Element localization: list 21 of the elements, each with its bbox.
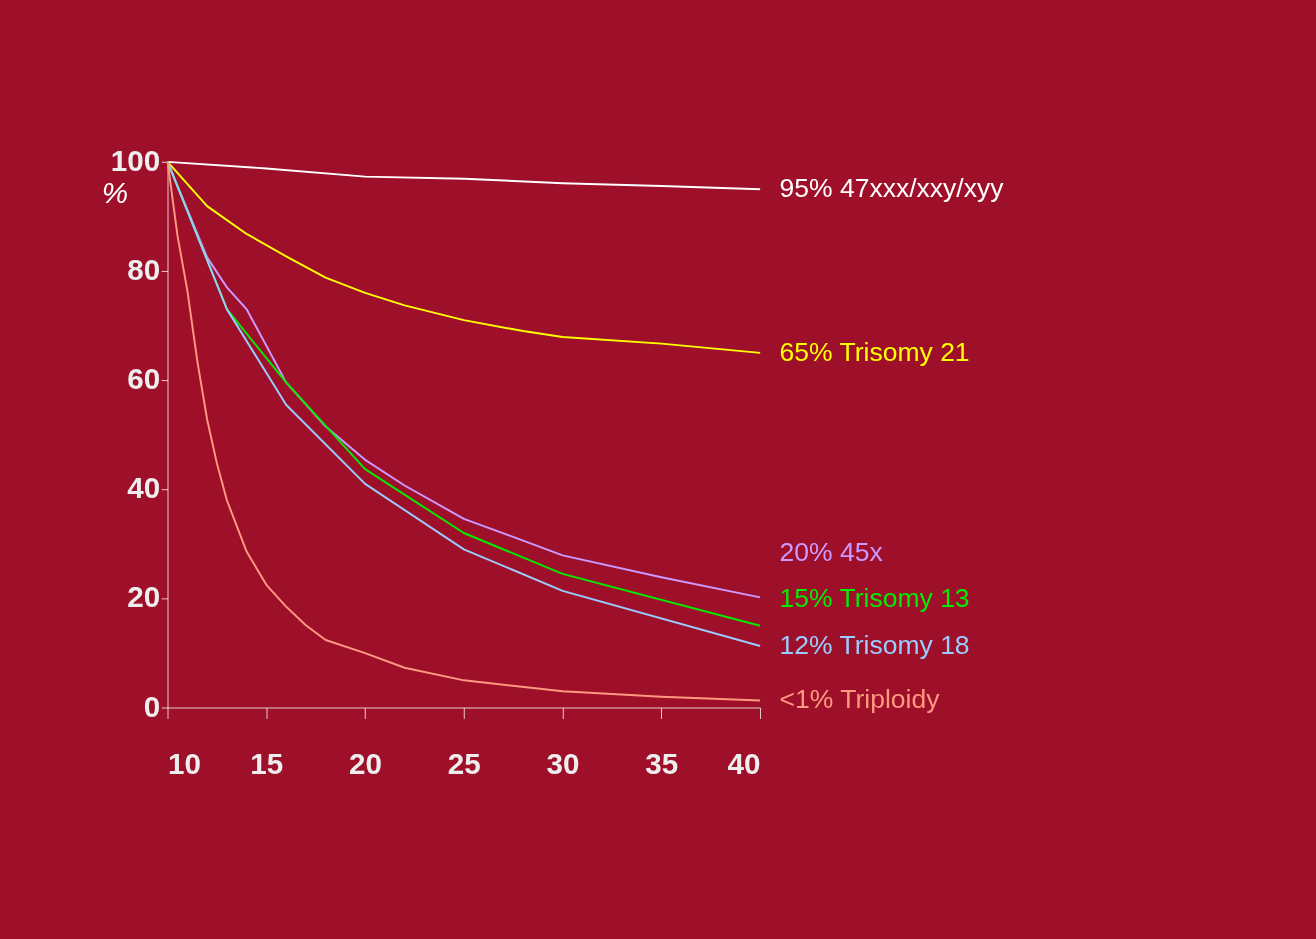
x-tick-label: 30 xyxy=(546,746,580,780)
y-tick-label: 20 xyxy=(127,580,161,614)
y-tick-label: 80 xyxy=(127,253,161,286)
series-label: 20% 45x xyxy=(779,536,883,567)
x-tick-label: 35 xyxy=(645,746,679,780)
y-tick-label: 60 xyxy=(127,362,161,396)
series-label: 12% Trisomy 18 xyxy=(779,629,970,660)
series-label: <1% Triploidy xyxy=(779,684,941,715)
series-label: 65% Trisomy 21 xyxy=(779,336,970,367)
series-label: 95% 47xxx/xxy/xyy xyxy=(779,172,1005,203)
y-axis-title: % xyxy=(101,175,129,209)
x-tick-label: 10 xyxy=(168,746,201,780)
x-tick-label: 25 xyxy=(447,746,481,780)
line-series xyxy=(166,160,762,354)
x-tick-label: 20 xyxy=(349,746,382,780)
x-tick-label: 40 xyxy=(727,746,761,780)
y-tick-label: 0 xyxy=(143,689,161,723)
y-tick-label: 100 xyxy=(110,143,161,177)
x-tick-label: 15 xyxy=(250,746,284,780)
series-label: 15% Trisomy 13 xyxy=(779,583,970,614)
y-tick-label: 40 xyxy=(127,471,161,505)
